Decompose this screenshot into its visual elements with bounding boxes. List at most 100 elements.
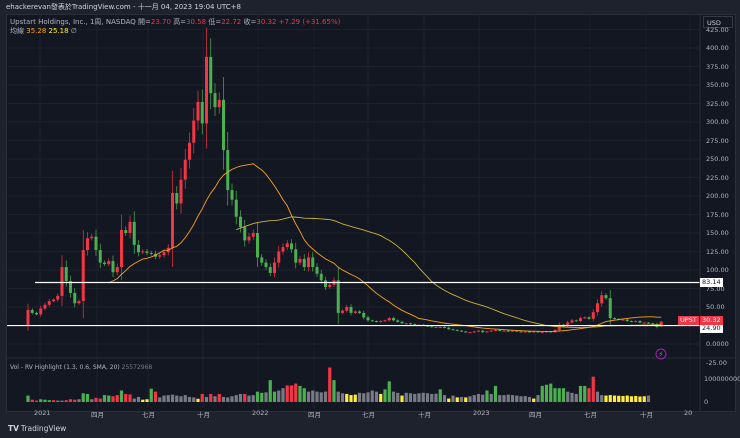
volume-bar (523, 396, 527, 402)
volume-bar (332, 380, 336, 402)
volume-bar (196, 398, 200, 402)
volume-bar (621, 396, 625, 402)
y-tick-label: 200.00 (706, 192, 729, 200)
candle-body (630, 321, 633, 323)
x-tick-label: 四月 (308, 411, 321, 419)
tradingview-footer[interactable]: TV TradingView (8, 424, 66, 433)
volume-bar (162, 395, 166, 402)
volume-bar (366, 392, 370, 402)
candle-body (111, 261, 115, 273)
y-tick-label: 0.0000 (706, 340, 729, 348)
volume-bar (255, 391, 260, 402)
volume-bar (221, 396, 226, 402)
volume-bar (468, 396, 472, 402)
candle-body (600, 295, 604, 304)
volume-bar (166, 395, 170, 402)
volume-bar (302, 388, 306, 402)
candle-body (413, 324, 417, 326)
x-tick-label: 十月 (418, 411, 431, 419)
candle-body (659, 321, 663, 327)
candle-body (128, 221, 132, 233)
candle-body (52, 299, 55, 302)
volume-bar (243, 393, 247, 402)
volume-bar (328, 367, 332, 402)
candle-body (264, 262, 268, 268)
candle-body (489, 330, 493, 332)
volume-bar (413, 393, 417, 402)
symbol-name[interactable]: Upstart Holdings, Inc., 1周, NASDAQ (10, 18, 136, 26)
volume-bar (119, 390, 124, 402)
candle-body (132, 221, 136, 245)
candle-body (523, 331, 527, 333)
volume-bar (98, 398, 102, 402)
candle-body (387, 318, 391, 321)
volume-bar (264, 392, 268, 402)
volume-bar (374, 391, 379, 402)
candle-body (519, 331, 523, 333)
candle-body (90, 236, 94, 239)
volume-legend[interactable]: Vol - RV Highlight (1.3, 0.6, SMA, 20) 2… (10, 364, 152, 371)
candle-body (515, 330, 519, 332)
candle-body (596, 303, 599, 313)
candle-body (557, 324, 561, 330)
volume-bar (247, 395, 251, 402)
volume-bar (234, 395, 238, 402)
volume-bar (604, 395, 608, 402)
volume-bar (124, 393, 128, 402)
candle-body (481, 330, 485, 333)
volume-bar (447, 398, 451, 402)
volume-bar (353, 394, 357, 402)
candle-body (124, 230, 128, 233)
volume-bar (438, 389, 442, 402)
volume-bar (506, 394, 510, 402)
volume-bar (30, 399, 34, 402)
volume-bar (179, 396, 183, 402)
x-tick-label: 十月 (640, 411, 653, 419)
volume-bar (183, 395, 187, 402)
candle-body (64, 267, 68, 282)
candle-body (549, 331, 553, 333)
candle-body (472, 331, 476, 333)
x-tick-label: 十月 (197, 411, 210, 419)
volume-bar (319, 392, 323, 402)
earnings-icon[interactable] (655, 348, 667, 360)
volume-bar (115, 395, 119, 402)
candle-body (268, 267, 272, 273)
candle-body (294, 249, 298, 263)
volume-bar (642, 396, 646, 402)
candle-body (324, 280, 327, 288)
y-tick-label: 125.00 (706, 247, 729, 256)
candle-body (638, 321, 642, 323)
volume-bar (638, 396, 642, 402)
candle-body (213, 93, 217, 108)
volume-bar (527, 396, 532, 402)
open-value: 23.70 (150, 18, 171, 26)
candle-body (634, 321, 638, 323)
volume-bar (213, 396, 217, 402)
volume-bar (277, 390, 281, 402)
low-label: 低= (208, 18, 222, 26)
volume-bar (557, 388, 561, 402)
ma-legend[interactable]: 均線 35.28 25.18 ∅ (10, 26, 77, 36)
candle-body (604, 295, 608, 299)
candle-body (311, 257, 315, 268)
open-label: 開= (138, 18, 151, 26)
volume-bar (73, 399, 77, 402)
candles (26, 27, 663, 334)
currency-button[interactable]: USD (703, 16, 733, 28)
volume-bar (230, 396, 234, 402)
volume-bar (204, 396, 209, 402)
candle-body (608, 298, 612, 319)
volume-bar (34, 400, 39, 402)
candle-body (73, 292, 77, 304)
chart-panel[interactable] (6, 14, 736, 412)
volume-bar (485, 390, 489, 402)
y-tick-label: 350.00 (706, 81, 729, 89)
y-tick-label: 325.00 (706, 99, 729, 108)
volume-bar (226, 397, 230, 402)
candle-body (251, 233, 255, 237)
volume-bar (349, 395, 353, 402)
volume-bar (345, 393, 349, 402)
candle-body (179, 179, 183, 204)
